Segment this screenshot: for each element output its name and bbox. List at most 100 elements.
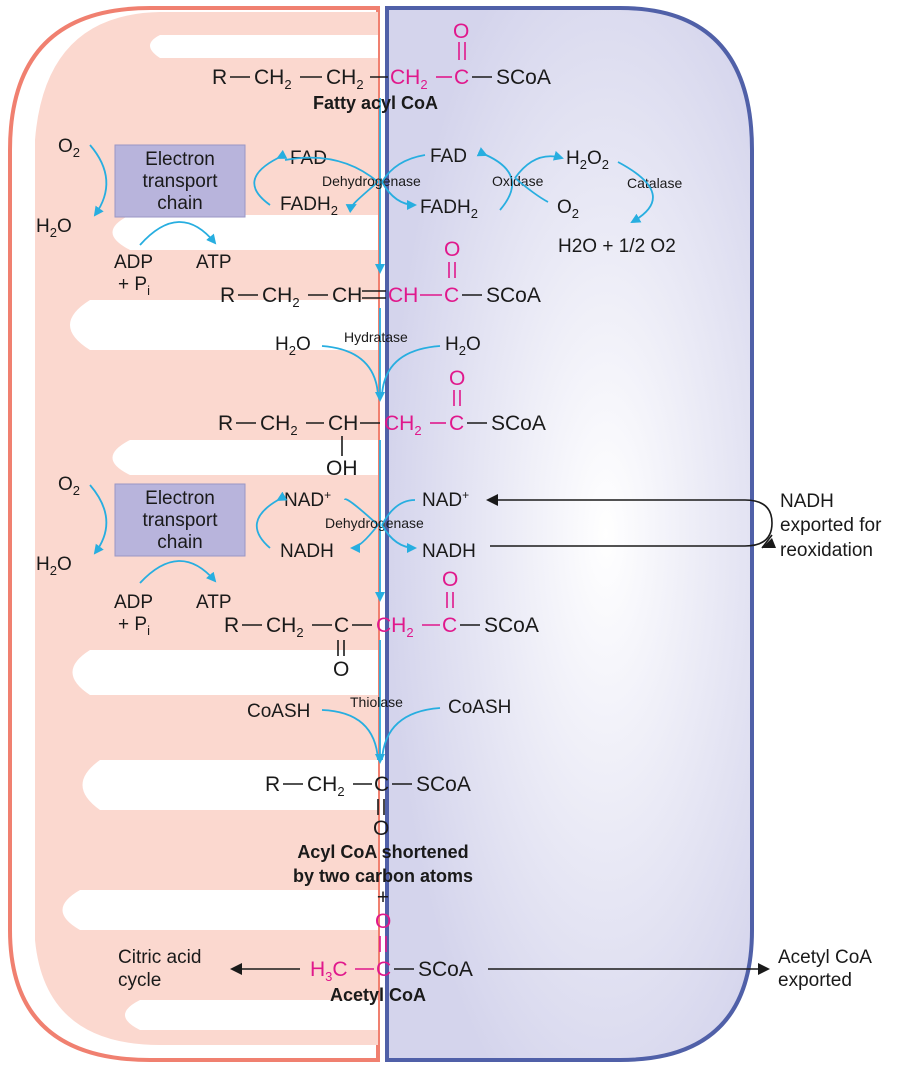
svg-text:CH2: CH2 <box>266 614 304 640</box>
svg-text:CH: CH <box>332 284 362 307</box>
catalase-products: H2O + 1/2 O2 <box>558 236 676 257</box>
svg-text:CH2: CH2 <box>260 412 298 438</box>
svg-text:CH2: CH2 <box>254 66 292 92</box>
acyl-coa-oxidase-step: FAD FADH2 Oxidase H2O2 O2 Catalase H2O +… <box>381 146 682 257</box>
shortened-label-2: by two carbon atoms <box>293 866 473 886</box>
svg-text:H2O: H2O <box>36 216 72 240</box>
svg-text:SCoA: SCoA <box>484 614 539 637</box>
hydratase-step: H2O Hydratase H2O <box>275 329 481 396</box>
electron-transport-chain-1: Electron transport chain <box>114 144 246 218</box>
svg-text:Thiolase: Thiolase <box>350 694 403 710</box>
svg-text:transport: transport <box>143 171 219 192</box>
svg-text:chain: chain <box>157 532 202 553</box>
svg-text:O: O <box>375 910 391 933</box>
svg-text:CH2: CH2 <box>390 66 428 92</box>
svg-text:C: C <box>444 284 459 307</box>
svg-text:Citric acid: Citric acid <box>118 947 201 968</box>
svg-text:R: R <box>218 412 233 435</box>
svg-text:chain: chain <box>157 193 202 214</box>
citric-acid-cycle-label: Citric acid cycle <box>118 947 201 991</box>
svg-text:+ Pi: + Pi <box>118 274 150 298</box>
svg-text:ATP: ATP <box>196 592 232 613</box>
svg-text:Electron: Electron <box>145 149 215 170</box>
svg-text:C: C <box>454 66 469 89</box>
svg-text:H2O: H2O <box>445 334 481 358</box>
acyl-coa-dehydrogenase-step: FAD FADH2 Dehydrogenase <box>253 148 421 218</box>
svg-text:transport: transport <box>143 510 219 531</box>
svg-text:exported for: exported for <box>780 515 882 536</box>
enoyl-coa: R CH2 CH CH C O SCoA <box>220 238 541 310</box>
fatty-acyl-coa: R CH2 CH2 CH2 C O SCoA Fatty acyl CoA <box>212 20 551 113</box>
thiolase-step: CoASH Thiolase CoASH <box>247 694 511 761</box>
svg-text:O2: O2 <box>58 136 80 160</box>
svg-text:C: C <box>374 773 389 796</box>
shortened-acyl-coa: R CH2 C O SCoA Acyl CoA shortened by two… <box>265 773 473 909</box>
svg-text:reoxidation: reoxidation <box>780 540 873 561</box>
svg-text:O: O <box>333 658 349 681</box>
svg-text:cycle: cycle <box>118 970 161 991</box>
svg-text:+: + <box>377 886 389 909</box>
svg-text:SCoA: SCoA <box>486 284 541 307</box>
svg-text:Acetyl CoA: Acetyl CoA <box>778 947 872 968</box>
ketoacyl-coa: R CH2 C O CH2 C O SCoA <box>224 568 539 681</box>
svg-text:NAD+: NAD+ <box>422 488 469 511</box>
respiration-2: O2 H2O ADP + Pi ATP <box>36 474 232 638</box>
svg-text:Dehydrogenase: Dehydrogenase <box>322 173 421 189</box>
svg-text:SCoA: SCoA <box>416 773 471 796</box>
shortened-label-1: Acyl CoA shortened <box>297 842 468 862</box>
svg-text:ATP: ATP <box>196 252 232 273</box>
svg-text:H2O: H2O <box>36 554 72 578</box>
svg-text:O2: O2 <box>557 197 579 221</box>
svg-text:O: O <box>449 367 465 390</box>
svg-text:H2O2: H2O2 <box>566 148 609 172</box>
svg-text:CH2: CH2 <box>326 66 364 92</box>
svg-text:C: C <box>442 614 457 637</box>
svg-text:NADH: NADH <box>280 541 334 562</box>
svg-text:R: R <box>220 284 235 307</box>
hydroxyacyl-dehydrogenase-step: NAD+ NADH Dehydrogenase NAD+ NADH <box>255 488 476 562</box>
svg-text:O: O <box>453 20 469 43</box>
svg-text:O: O <box>442 568 458 591</box>
svg-text:+ Pi: + Pi <box>118 614 150 638</box>
svg-text:CoASH: CoASH <box>247 701 310 722</box>
svg-text:SCoA: SCoA <box>491 412 546 435</box>
svg-text:Hydratase: Hydratase <box>344 329 408 345</box>
svg-text:CH2: CH2 <box>307 773 345 799</box>
svg-text:H2O: H2O <box>275 334 311 358</box>
svg-text:C: C <box>449 412 464 435</box>
svg-text:O: O <box>373 817 389 840</box>
acetyl-coa-export-label: Acetyl CoA exported <box>778 947 872 991</box>
mitochondrion <box>8 6 380 1062</box>
svg-text:NADH: NADH <box>422 541 476 562</box>
nadh-export-label: NADH exported for reoxidation <box>780 491 882 561</box>
svg-text:OH: OH <box>326 457 358 480</box>
electron-transport-chain-2: Electron transport chain <box>114 483 246 557</box>
svg-text:Dehydrogenase: Dehydrogenase <box>325 515 424 531</box>
acetyl-coa: H3C C O SCoA Acetyl CoA <box>310 910 473 1005</box>
respiration-1: O2 H2O ADP + Pi ATP <box>36 136 232 298</box>
svg-text:CH: CH <box>328 412 358 435</box>
svg-text:ADP: ADP <box>114 592 153 613</box>
svg-text:CH: CH <box>388 284 418 307</box>
svg-text:Electron: Electron <box>145 488 215 509</box>
fatty-acyl-coa-label: Fatty acyl CoA <box>313 93 438 113</box>
svg-text:C: C <box>376 958 391 981</box>
nadh-export-arrow <box>486 494 776 549</box>
svg-text:NAD+: NAD+ <box>284 488 331 511</box>
svg-text:O2: O2 <box>58 474 80 498</box>
svg-text:ADP: ADP <box>114 252 153 273</box>
svg-text:O: O <box>444 238 460 261</box>
svg-text:R: R <box>265 773 280 796</box>
svg-text:exported: exported <box>778 970 852 991</box>
peroxisome <box>385 6 754 1062</box>
svg-text:CH2: CH2 <box>376 614 414 640</box>
svg-text:NADH: NADH <box>780 491 834 512</box>
svg-text:CoASH: CoASH <box>448 697 511 718</box>
svg-text:FAD: FAD <box>430 146 467 167</box>
svg-text:SCoA: SCoA <box>418 958 473 981</box>
svg-text:H3C: H3C <box>310 958 348 984</box>
svg-text:FADH2: FADH2 <box>420 197 478 221</box>
svg-text:CH2: CH2 <box>262 284 300 310</box>
hydroxyacyl-coa: R CH2 CH OH CH2 C O SCoA <box>218 367 546 480</box>
